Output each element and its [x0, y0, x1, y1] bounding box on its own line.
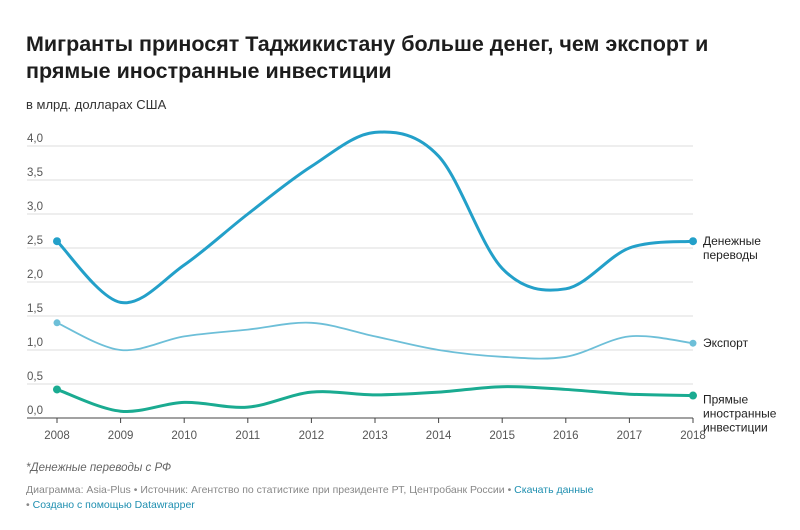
- chart-credit: Диаграмма: Asia-Plus: [26, 484, 131, 496]
- series-line-1: [56, 321, 694, 360]
- separator-2: •: [507, 484, 512, 496]
- series-line-2: [55, 385, 695, 413]
- series-endpoint-1: [689, 339, 697, 347]
- series-label-line: переводы: [703, 248, 758, 262]
- series-endpoint-2: [689, 391, 697, 400]
- x-tick-label: 2011: [235, 430, 260, 442]
- series-label-line: Экспорт: [703, 336, 749, 350]
- series-label-line: иностранные: [703, 407, 777, 421]
- chart-subtitle: в млрд. долларах США: [26, 97, 167, 112]
- x-axis-ticks: 2008 2009 2010 2011 2012 2013 2014 2015 2016 2017…: [44, 418, 706, 442]
- x-tick-label: 2010: [171, 430, 197, 442]
- x-tick-label: 2016: [553, 430, 579, 442]
- y-tick-label: 2,5: [27, 235, 43, 247]
- grid-lines: [27, 145, 693, 419]
- series-labels: Денежные переводы Экспорт Прямые иностранные…: [703, 234, 777, 434]
- x-tick-label: 2013: [362, 430, 388, 442]
- source-text: Источник: Агентство по статистике при пр…: [140, 484, 505, 496]
- series-endpoint-2: [53, 385, 61, 394]
- series-label-2: Прямые иностранные инвестиции: [703, 393, 777, 435]
- series-endpoint-0: [53, 237, 61, 246]
- separator-3: •: [26, 499, 30, 511]
- x-tick-label: 2012: [299, 430, 325, 442]
- series-label-line: Денежные: [703, 234, 761, 248]
- series-line-0: [55, 130, 695, 305]
- datawrapper-link[interactable]: Создано с помощью Datawrapper: [32, 499, 195, 511]
- series-label-1: Экспорт: [703, 336, 749, 350]
- y-tick-label: 1,0: [27, 337, 43, 349]
- series-label-line: инвестиции: [703, 421, 768, 435]
- y-tick-label: 1,5: [27, 303, 43, 315]
- y-tick-label: 4,0: [27, 133, 43, 145]
- y-tick-label: 3,5: [27, 167, 43, 179]
- y-axis-ticks: 0,0 0,5 1,0 1,5 2,0 2,5 3,0 3,5 4,0: [27, 133, 43, 417]
- line-chart: 0,0 0,5 1,0 1,5 2,0 2,5 3,0 3,5 4,0 2008 2009 2010…: [27, 130, 777, 442]
- separator-1: •: [133, 484, 138, 496]
- series-lines: [53, 130, 697, 413]
- x-tick-label: 2009: [108, 430, 134, 442]
- series-label-0: Денежные переводы: [703, 234, 761, 262]
- x-tick-label: 2018: [680, 430, 706, 442]
- download-data-link[interactable]: Скачать данные: [514, 484, 594, 496]
- y-tick-label: 2,0: [27, 269, 43, 281]
- x-tick-label: 2017: [617, 430, 643, 442]
- byline: Диаграмма: Asia-Plus • Источник: Агентст…: [26, 483, 786, 513]
- footnote: *Денежные переводы с РФ: [26, 462, 172, 474]
- chart-title: Мигранты приносят Таджикистану больше де…: [26, 32, 709, 83]
- series-label-line: Прямые: [703, 393, 749, 407]
- series-endpoint-0: [689, 237, 697, 246]
- y-tick-label: 0,0: [27, 405, 43, 417]
- x-tick-label: 2015: [489, 430, 515, 442]
- x-tick-label: 2008: [44, 430, 70, 442]
- y-tick-label: 0,5: [27, 371, 43, 383]
- y-tick-label: 3,0: [27, 201, 43, 213]
- x-tick-label: 2014: [426, 430, 452, 442]
- series-endpoint-1: [53, 319, 61, 327]
